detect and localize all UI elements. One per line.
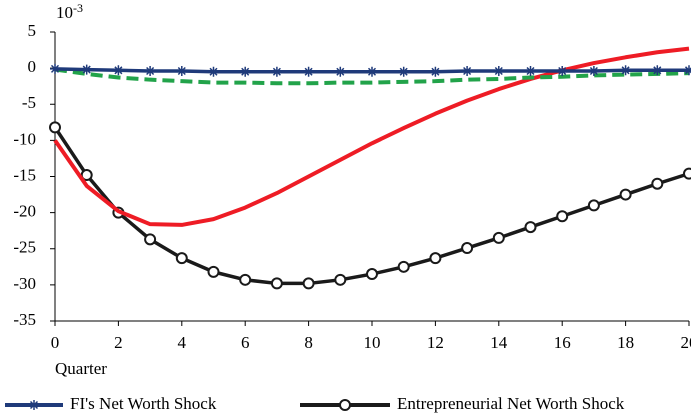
circle-marker xyxy=(651,177,664,190)
y-tick-label: -30 xyxy=(13,274,36,293)
star-marker xyxy=(335,66,346,77)
y-tick-label: -5 xyxy=(22,93,36,112)
x-tick-label: 10 xyxy=(364,333,381,352)
circle-marker xyxy=(366,268,378,281)
x-tick-label: 12 xyxy=(427,333,444,352)
star-marker xyxy=(113,65,124,76)
y-tick-label: -15 xyxy=(13,165,36,184)
circle-marker xyxy=(302,277,315,290)
circle-marker xyxy=(334,273,347,286)
star-marker xyxy=(588,66,599,77)
star-marker xyxy=(208,66,219,77)
y-tick-label: 0 xyxy=(28,57,37,76)
star-marker xyxy=(176,66,187,77)
star-marker xyxy=(367,66,377,77)
circle-marker xyxy=(492,231,505,244)
circle-marker xyxy=(429,252,442,265)
legend-label: Entrepreneurial Net Worth Shock xyxy=(397,394,625,413)
circle-marker xyxy=(556,210,569,223)
star-marker xyxy=(652,65,663,76)
star-marker xyxy=(620,65,631,76)
series-line xyxy=(54,67,690,86)
y-scale-exponent: -3 xyxy=(73,1,83,15)
x-tick-label: 6 xyxy=(241,333,250,352)
star-marker xyxy=(271,66,282,77)
x-tick-label: 18 xyxy=(617,333,634,352)
star-marker xyxy=(145,66,156,77)
x-tick-label: 20 xyxy=(681,333,691,352)
star-marker xyxy=(462,66,473,77)
x-tick-label: 2 xyxy=(114,333,123,352)
circle-marker xyxy=(144,233,157,246)
circle-marker xyxy=(207,265,220,278)
star-marker xyxy=(684,65,691,76)
circle-marker xyxy=(397,260,410,273)
x-tick-label: 8 xyxy=(304,333,313,352)
x-tick-label: 16 xyxy=(554,333,571,352)
x-tick-label: 0 xyxy=(51,333,60,352)
star-marker xyxy=(81,64,92,75)
star-marker xyxy=(240,66,251,77)
star-marker xyxy=(398,66,409,77)
y-tick-label: 5 xyxy=(28,21,37,40)
x-axis-label: Quarter xyxy=(55,359,107,378)
star-marker xyxy=(29,400,39,410)
star-marker xyxy=(557,66,568,77)
circle-marker xyxy=(239,273,252,286)
legend-marker xyxy=(339,399,351,411)
y-scale-base: 10 xyxy=(56,3,73,22)
y-tick-label: -25 xyxy=(13,238,36,257)
star-marker xyxy=(525,66,536,77)
y-tick-label: -10 xyxy=(13,129,36,148)
circle-marker xyxy=(587,199,600,212)
y-tick-label: -20 xyxy=(13,202,36,221)
circle-marker xyxy=(461,242,474,255)
y-tick-label: -35 xyxy=(13,310,36,329)
circle-marker xyxy=(683,167,691,180)
star-marker xyxy=(493,66,504,77)
circle-marker xyxy=(49,121,61,134)
star-marker xyxy=(50,63,60,74)
x-tick-label: 4 xyxy=(178,333,187,352)
circle-marker xyxy=(524,221,537,234)
legend-label: FI's Net Worth Shock xyxy=(70,394,217,413)
circle-marker xyxy=(80,169,93,182)
circle-marker xyxy=(270,277,283,290)
series-line xyxy=(53,46,690,227)
star-marker xyxy=(430,66,441,77)
circle-marker xyxy=(175,252,188,265)
star-marker xyxy=(303,66,314,77)
circle-marker xyxy=(619,188,632,201)
x-tick-label: 14 xyxy=(490,333,508,352)
